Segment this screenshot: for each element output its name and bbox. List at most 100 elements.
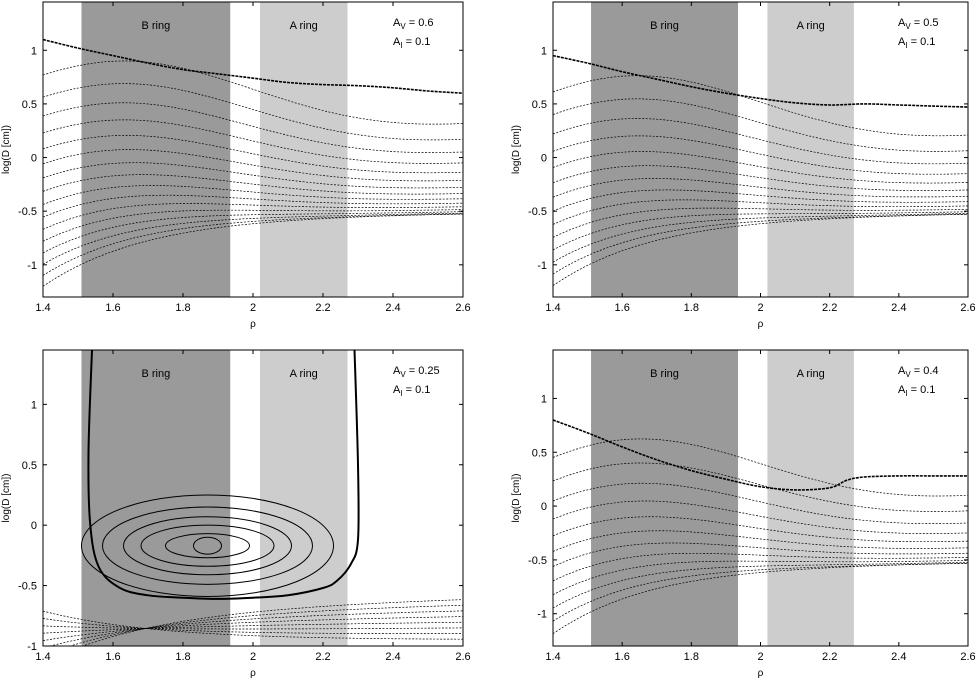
x-tick-label: 2.2	[315, 651, 330, 663]
y-tick-label: -1	[27, 641, 37, 653]
contour-line	[553, 560, 968, 596]
b-ring-label: B ring	[650, 20, 679, 32]
y-tick-label: -0.5	[528, 206, 547, 218]
closed-contour	[81, 494, 334, 597]
x-tick-label: 1.8	[175, 302, 190, 314]
a-ring-label: A ring	[797, 20, 825, 32]
b-ring-region	[591, 2, 739, 297]
x-tick-label: 2.4	[385, 302, 400, 314]
contour-line	[553, 462, 968, 512]
contour-line	[43, 212, 463, 265]
contour-line	[553, 118, 968, 165]
x-tick-label: 1.6	[615, 302, 630, 314]
contour-line	[43, 83, 463, 141]
contour-line	[553, 165, 968, 191]
y-axis-label: log(D [cm])	[1, 125, 12, 174]
contour-line	[553, 562, 968, 622]
x-tick-label: 2.4	[385, 651, 400, 663]
contour-line	[553, 151, 968, 184]
contour-line	[553, 207, 968, 238]
y-tick-label: 1	[541, 45, 547, 57]
contour-line	[43, 610, 463, 640]
contour-line	[553, 135, 968, 175]
x-tick-label: 2.2	[822, 302, 837, 314]
x-tick-label: 2.2	[822, 651, 837, 663]
contour-line	[43, 211, 463, 254]
x-axis-label: ρ	[250, 319, 256, 330]
boundary-curve	[553, 54, 968, 108]
y-tick-label: 0.5	[22, 99, 37, 111]
contour-line	[553, 75, 968, 137]
param-label-i: AI = 0.1	[898, 36, 935, 50]
param-label-v: AV = 0.5	[898, 17, 939, 31]
y-tick-label: 0	[541, 501, 547, 513]
closed-contour	[102, 506, 313, 585]
x-tick-label: 1.4	[545, 651, 560, 663]
b-ring-label: B ring	[142, 368, 171, 380]
x-tick-label: 1.6	[105, 651, 120, 663]
b-ring-region	[81, 2, 231, 297]
contour-line	[43, 149, 463, 182]
x-axis-label: ρ	[758, 319, 764, 330]
x-tick-label: 1.4	[35, 302, 50, 314]
boundary-curve	[87, 350, 360, 600]
contour-line	[43, 135, 463, 174]
contour-lines	[43, 38, 463, 287]
a-ring-label: A ring	[290, 20, 318, 32]
contour-line	[553, 562, 968, 609]
y-tick-label: 1	[541, 393, 547, 405]
y-tick-label: -1	[27, 260, 37, 272]
x-tick-label: 1.4	[545, 302, 560, 314]
b-ring-region	[81, 350, 231, 646]
contour-lines	[553, 54, 968, 286]
b-ring-label: B ring	[650, 368, 679, 380]
y-tick-label: 0	[541, 153, 547, 165]
y-tick-label: 1	[31, 45, 37, 57]
y-axis-label: log(D [cm])	[511, 474, 522, 523]
panel-bottom-right: B ring A ring 1.4 1.6 1.8 2 2.2 2.4 2.6 -1 -0.5 0 0.…	[511, 349, 976, 679]
param-label-v: AV = 0.6	[393, 17, 434, 31]
x-tick-label: 1.8	[684, 651, 699, 663]
b-ring-region	[591, 350, 739, 646]
contour-line	[81, 599, 463, 646]
x-tick-label: 2.4	[891, 302, 906, 314]
a-ring-label: A ring	[290, 368, 318, 380]
y-tick-label: 0.5	[532, 447, 547, 459]
contour-line	[43, 213, 463, 276]
contour-line	[553, 199, 968, 225]
contour-line	[553, 562, 968, 634]
contour-lines	[43, 350, 463, 646]
contour-line	[43, 625, 463, 630]
contour-line	[553, 542, 968, 567]
x-tick-label: 2.4	[891, 651, 906, 663]
contour-line	[553, 98, 968, 152]
panel-top-left: B ring A ring 1.4 1.6 1.8 2 2.2 2.4 2.6 -1 -0.5 0 0.…	[1, 1, 471, 330]
contour-line	[43, 213, 463, 287]
boundary-curve	[43, 38, 463, 94]
contour-line	[553, 213, 968, 263]
a-ring-region	[260, 350, 348, 646]
contour-line	[553, 500, 968, 534]
param-label-v: AV = 0.25	[393, 365, 440, 379]
panel-bottom-left: B ring A ring 1.4 1.6 1.8 2 2.2 2.4 2.6 -1 -0.5 0 0.…	[1, 349, 471, 679]
closed-contour	[165, 533, 250, 559]
x-tick-label: 1.6	[105, 302, 120, 314]
y-tick-label: -1	[537, 609, 547, 621]
contour-line	[553, 516, 968, 543]
y-tick-label: 0	[31, 153, 37, 165]
y-tick-label: -0.5	[18, 581, 37, 593]
x-tick-label: 2.6	[960, 651, 975, 663]
a-ring-label: A ring	[797, 368, 825, 380]
b-ring-label: B ring	[142, 20, 171, 32]
x-tick-label: 2	[757, 302, 763, 314]
x-tick-label: 1.4	[35, 651, 50, 663]
contour-line	[553, 438, 968, 497]
x-tick-label: 2	[757, 651, 763, 663]
contour-line	[553, 211, 968, 251]
contour-line	[553, 189, 968, 212]
param-label-i: AI = 0.1	[393, 36, 430, 50]
contour-line	[43, 119, 463, 164]
y-tick-label: 0	[31, 520, 37, 532]
y-axis-label: log(D [cm])	[1, 474, 12, 523]
param-label-i: AI = 0.1	[898, 384, 935, 398]
